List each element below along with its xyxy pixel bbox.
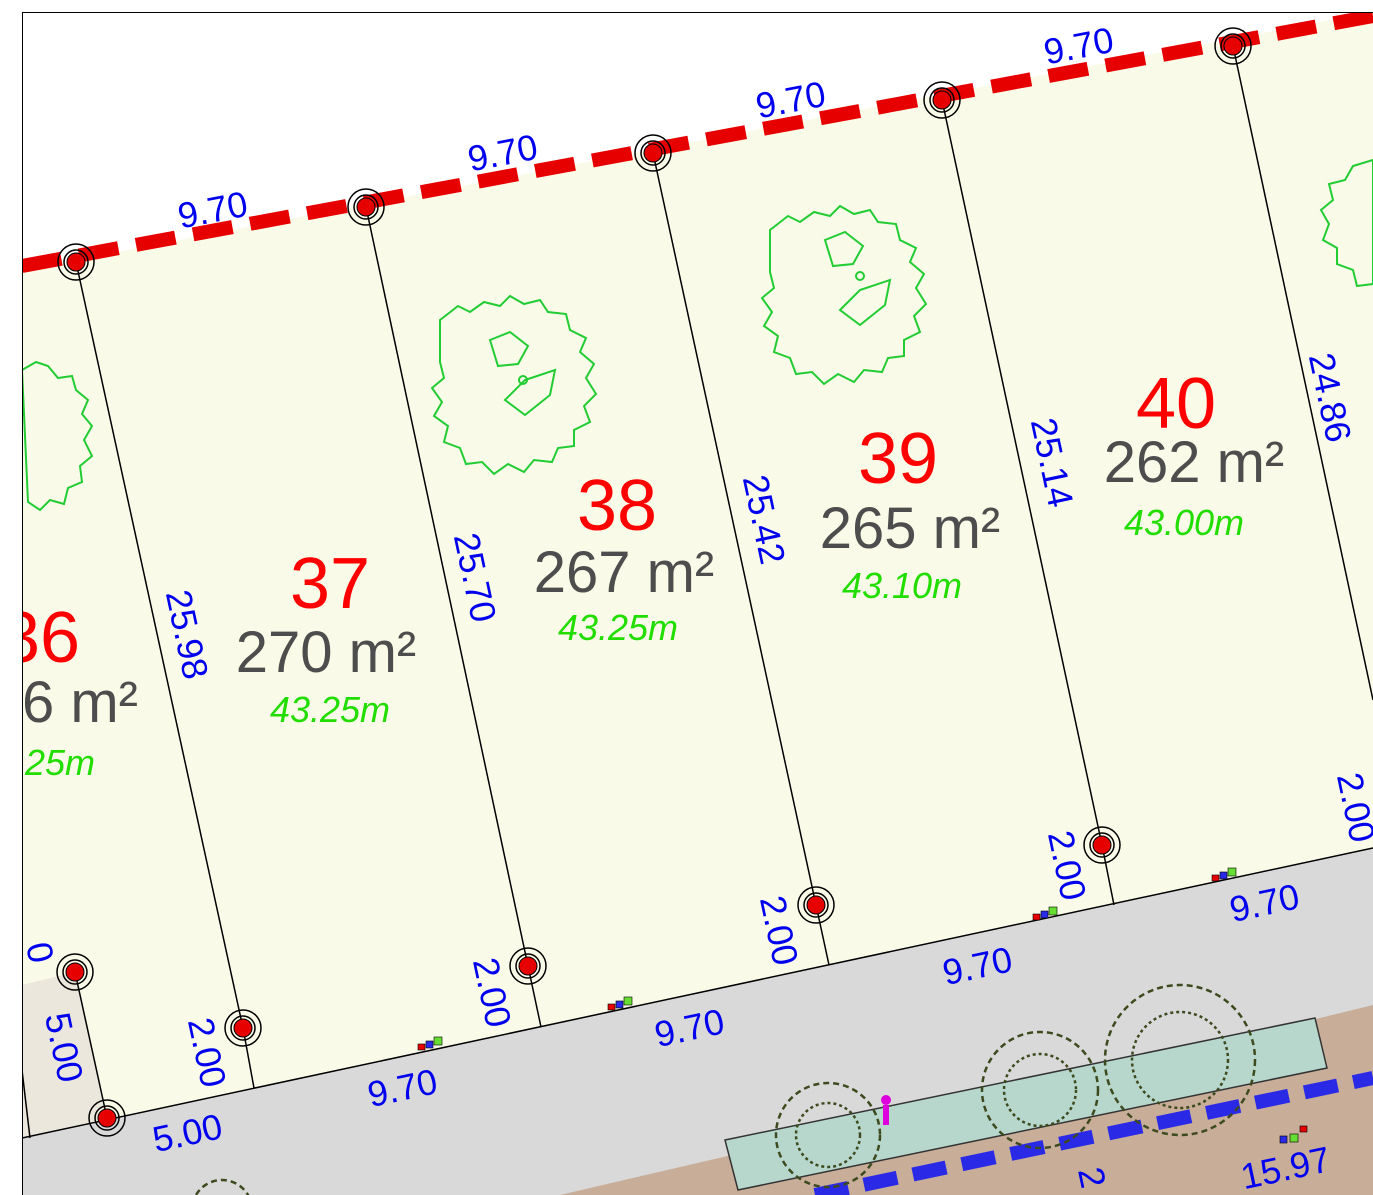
- lot-37-label: 37 270 m² 43.25m: [236, 544, 417, 730]
- lot-area: 267 m²: [534, 540, 715, 605]
- lot-side-boundaries: [22, 45, 1373, 1139]
- lot-number: 40: [1136, 364, 1216, 444]
- lot-frontage: 25m: [24, 742, 95, 783]
- tree-outline-icon: [430, 294, 598, 476]
- road-verge: [560, 1005, 1373, 1195]
- lot-area: 265 m²: [820, 496, 1001, 561]
- lot-front-line: [22, 847, 1373, 1139]
- tree-outline-icon: [1319, 158, 1373, 288]
- lot-frontage: 43.25m: [558, 607, 678, 648]
- lot-frontage: 43.25m: [270, 689, 390, 730]
- tree-outline-icon: [22, 360, 94, 512]
- lot-area: 270 m²: [236, 620, 417, 685]
- landscape-median: [724, 1017, 1328, 1191]
- service-pit-icon: [417, 867, 1308, 1144]
- lot-38-label: 38 267 m² 43.25m: [534, 466, 715, 648]
- lot-number: 36: [0, 598, 80, 678]
- lot-area: 262 m²: [1104, 430, 1285, 495]
- lot-40-label: 40 262 m² 43.00m: [1104, 364, 1285, 543]
- road-alignment-line: [813, 1071, 1373, 1195]
- lots-area: [22, 12, 1373, 1140]
- viewport-frame: [22, 12, 1373, 1195]
- lot-39-label: 39 265 m² 43.10m: [820, 419, 1001, 606]
- hydrant-icon: [881, 1095, 891, 1125]
- lot-frontage: 43.00m: [1124, 502, 1244, 543]
- lot-frontage: 43.10m: [842, 565, 962, 606]
- tree-outline-icon: [760, 204, 928, 386]
- street-tree-icon: [194, 983, 1257, 1195]
- lot-number: 38: [577, 466, 657, 546]
- lot-number: 39: [858, 419, 938, 499]
- rear-dimension: 9.70: [464, 126, 541, 180]
- pathway-strip: [22, 972, 107, 1138]
- plan-body: 36 6 m² 25m 37 270 m² 43.25m 38 267 m² 4…: [0, 12, 1373, 1195]
- lot-area: 6 m²: [22, 670, 138, 735]
- lot-number: 37: [290, 544, 370, 624]
- lot-36-label: 36 6 m² 25m: [0, 598, 138, 783]
